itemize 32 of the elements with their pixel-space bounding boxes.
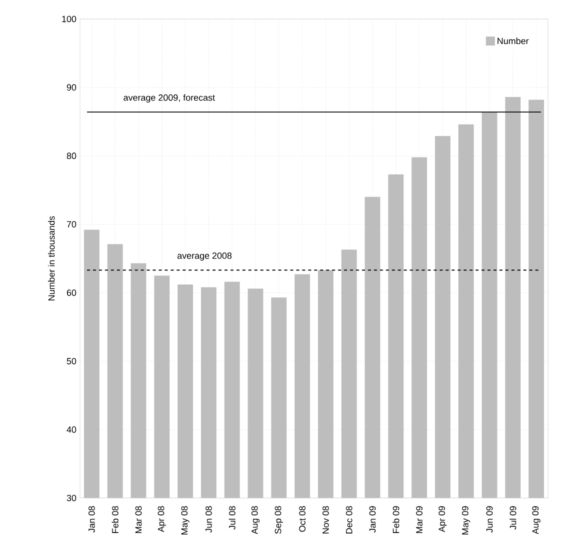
y-tick-label: 100: [62, 16, 76, 22]
x-tick-label: Jul 08: [228, 506, 236, 530]
y-axis-title: Number in thousands: [48, 216, 55, 300]
x-tick-label: May 08: [181, 506, 190, 534]
x-tick-label: Feb 08: [112, 506, 118, 533]
y-tick-label: 70: [66, 221, 76, 228]
ref-line-label: average 2008: [177, 252, 232, 261]
ref-line-label: average 2009, forecast: [124, 94, 215, 103]
x-tick-label: Jul 09: [510, 506, 516, 530]
x-tick-label: May 09: [462, 506, 470, 534]
y-tick-label: 30: [66, 494, 76, 502]
x-tick-label: Mar 08: [135, 506, 142, 533]
x-tick-label: Jun 09: [486, 506, 493, 533]
x-tick-label: Apr 08: [158, 506, 166, 532]
x-tick-label: Aug 08: [251, 506, 260, 534]
x-tick-label: Mar 09: [416, 506, 422, 533]
x-tick-label: Jan 09: [369, 506, 376, 533]
x-tick-label: Nov 08: [322, 506, 329, 534]
x-tick-label: Jun 08: [206, 506, 212, 533]
x-tick-label: Feb 09: [392, 506, 400, 533]
x-tick-label: Oct 08: [299, 506, 306, 532]
x-tick-label: Apr 09: [438, 506, 447, 532]
x-tick-label: Jan 08: [88, 506, 95, 533]
x-tick-label: Aug 09: [532, 506, 540, 534]
y-tick-label: 80: [66, 152, 76, 160]
x-tick-label: Sep 08: [274, 506, 283, 534]
y-tick-label: 60: [66, 290, 76, 296]
x-tick-label: Dec 08: [346, 506, 352, 534]
legend-label: Number: [498, 38, 529, 44]
y-tick-label: 90: [66, 84, 76, 91]
y-tick-label: 40: [66, 426, 76, 433]
y-tick-label: 50: [66, 358, 76, 364]
